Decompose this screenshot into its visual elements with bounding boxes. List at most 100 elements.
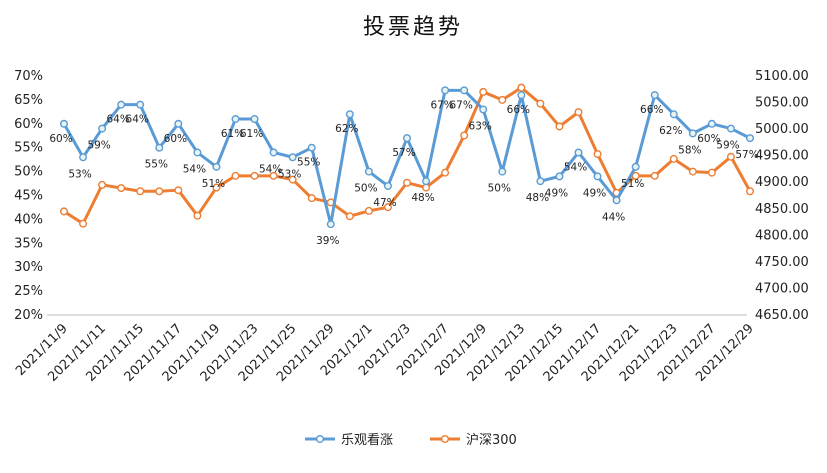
data-point — [326, 220, 335, 229]
data-point — [136, 100, 145, 109]
legend-swatch-marker — [316, 435, 325, 444]
data-point — [364, 206, 373, 215]
y-left-tick-label: 25% — [14, 284, 43, 299]
data-point — [383, 203, 392, 212]
data-point — [60, 207, 69, 216]
series-0 — [60, 86, 755, 229]
data-point — [517, 91, 526, 100]
data-point — [669, 154, 678, 163]
data-point — [441, 168, 450, 177]
data-point — [98, 180, 107, 189]
data-point — [688, 129, 697, 138]
data-point — [193, 148, 202, 157]
legend-label: 沪深300 — [466, 432, 517, 448]
data-point — [117, 100, 126, 109]
legend-label: 乐观看涨 — [341, 432, 393, 448]
y-right-tick-label: 4800.00 — [755, 228, 809, 243]
data-label: 59% — [716, 140, 739, 152]
data-point — [307, 143, 316, 152]
data-point — [536, 99, 545, 108]
data-point — [422, 177, 431, 186]
data-point — [631, 171, 640, 180]
data-label: 67% — [430, 99, 453, 111]
y-left-tick-label: 20% — [14, 308, 43, 323]
data-point — [650, 91, 659, 100]
data-label: 62% — [659, 125, 682, 137]
data-label: 55% — [297, 157, 320, 169]
y-right-tick-label: 4650.00 — [755, 308, 809, 323]
data-point — [726, 152, 735, 161]
y-left-tick-label: 55% — [14, 141, 43, 156]
data-point — [269, 148, 278, 157]
data-label: 54% — [183, 163, 206, 175]
y-right-tick-label: 4950.00 — [755, 149, 809, 164]
data-labels: 60%53%59%64%64%55%60%54%51%61%61%54%53%5… — [49, 99, 758, 247]
data-label: 60% — [164, 133, 187, 145]
data-point — [231, 115, 240, 124]
data-point — [536, 177, 545, 186]
data-point — [403, 134, 412, 143]
data-point — [746, 134, 755, 143]
data-label: 44% — [602, 211, 625, 223]
y-left-tick-label: 35% — [14, 236, 43, 251]
data-point — [117, 184, 126, 193]
data-point — [593, 172, 602, 181]
data-label: 59% — [87, 140, 110, 152]
data-point — [307, 194, 316, 203]
data-point — [479, 87, 488, 96]
legend-item: 沪深300 — [430, 432, 517, 448]
data-point — [669, 110, 678, 119]
data-point — [707, 168, 716, 177]
y-right-tick-label: 4750.00 — [755, 255, 809, 270]
data-point — [193, 211, 202, 220]
data-point — [555, 172, 564, 181]
data-point — [479, 105, 488, 114]
series-layer — [60, 83, 755, 229]
data-point — [60, 119, 69, 128]
data-label: 58% — [678, 144, 701, 156]
data-point — [593, 150, 602, 159]
y-right-tick-label: 5100.00 — [755, 69, 809, 84]
data-label: 53% — [68, 168, 91, 180]
data-point — [155, 143, 164, 152]
y-right-tick-label: 5050.00 — [755, 96, 809, 111]
data-label: 50% — [354, 183, 377, 195]
data-point — [612, 196, 621, 205]
data-point — [364, 167, 373, 176]
data-point — [422, 183, 431, 192]
y-right-tick-label: 4850.00 — [755, 202, 809, 217]
data-label: 55% — [145, 159, 168, 171]
data-point — [726, 124, 735, 133]
data-label: 49% — [545, 187, 568, 199]
data-point — [212, 183, 221, 192]
data-label: 62% — [335, 123, 358, 135]
data-point — [460, 86, 469, 95]
data-point — [250, 115, 259, 124]
data-point — [136, 187, 145, 196]
data-point — [498, 95, 507, 104]
y-right-tick-label: 4700.00 — [755, 281, 809, 296]
data-label: 54% — [564, 161, 587, 173]
data-label: 39% — [316, 235, 339, 247]
y-left-tick-label: 65% — [14, 93, 43, 108]
series-1 — [60, 83, 755, 228]
data-point — [231, 171, 240, 180]
data-point — [555, 122, 564, 131]
data-label: 54% — [259, 163, 282, 175]
data-label: 57% — [735, 149, 758, 161]
data-point — [707, 119, 716, 128]
data-label: 60% — [697, 133, 720, 145]
data-point — [250, 171, 259, 180]
legend: 乐观看涨 沪深300 — [305, 432, 517, 448]
data-point — [345, 110, 354, 119]
data-label: 66% — [507, 104, 530, 116]
data-point — [574, 108, 583, 117]
data-point — [441, 86, 450, 95]
data-label: 61% — [240, 128, 263, 140]
data-point — [688, 167, 697, 176]
data-label: 64% — [126, 114, 149, 126]
data-point — [746, 187, 755, 196]
data-point — [574, 148, 583, 157]
data-label: 67% — [449, 99, 472, 111]
data-point — [631, 162, 640, 171]
